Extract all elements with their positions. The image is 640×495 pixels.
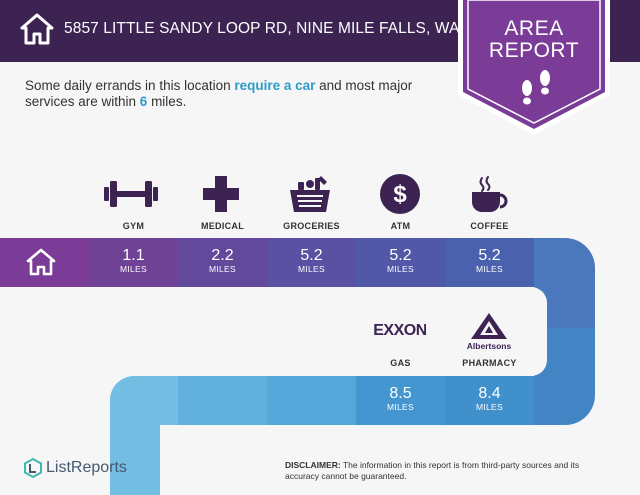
distance-unit: MILES [297,264,325,274]
svg-text:$: $ [393,181,407,208]
disclaimer: DISCLAIMER: The information in this repo… [285,460,615,482]
intro-text-3: miles. [147,94,187,109]
intro-summary: Some daily errands in this location requ… [25,78,445,110]
property-address: 5857 LITTLE SANDY LOOP RD, NINE MILE FAL… [64,20,512,37]
distance-pharmacy: 8.4 MILES [445,385,534,412]
disclaimer-label: DISCLAIMER: [285,460,341,470]
distance-medical: 2.2 MILES [178,247,267,274]
distance-value: 5.2 [300,247,323,264]
distance-value: 5.2 [478,247,501,264]
distance-groceries: 5.2 MILES [267,247,356,274]
distance-unit: MILES [386,264,414,274]
distance-coffee: 5.2 MILES [445,247,534,274]
category-label-gas: GAS [390,358,411,368]
listreports-logo: ListReports [24,458,154,480]
distance-unit: MILES [475,264,503,274]
dollar-coin-icon: $ [380,174,420,214]
distance-value: 1.1 [122,247,145,264]
footprints-icon [522,70,550,105]
distance-value: 8.5 [389,385,412,402]
house-icon [20,13,54,45]
category-label-gym: GYM [122,221,145,231]
badge-title-line2: REPORT [488,39,580,62]
home-start-icon [26,248,56,276]
medical-cross-icon [203,176,239,212]
badge-title-line1: AREA [504,17,564,40]
disclaimer-text: The information in this report is from t… [285,460,580,481]
intro-highlight-car: require a car [234,78,316,93]
category-label-groceries: GROCERIES [283,221,340,231]
albertsons-brand-text: Albertsons [467,341,512,351]
badge-title: AREA REPORT [458,18,610,62]
distance-unit: MILES [386,402,414,412]
distance-value: 5.2 [389,247,412,264]
listreports-logo-icon [24,458,42,478]
dumbbell-icon [104,181,158,207]
distance-value: 8.4 [478,385,501,402]
category-label-coffee: COFFEE [470,221,509,231]
distance-value: 2.2 [211,247,234,264]
grocery-basket-icon [290,176,330,212]
distance-gas: 8.5 MILES [356,385,445,412]
distance-atm: 5.2 MILES [356,247,445,274]
intro-highlight-miles: 6 [139,94,148,109]
distance-unit: MILES [119,264,147,274]
distance-gym: 1.1 MILES [89,247,178,274]
area-report-badge [458,0,610,135]
category-label-atm: ATM [390,221,411,231]
listreports-logo-text: ListReports [46,459,127,476]
albertsons-logo: Albertsons [467,313,512,351]
coffee-cup-icon [472,176,508,212]
category-label-medical: MEDICAL [200,221,245,231]
intro-text-1: Some daily errands in this location [25,78,235,93]
exxon-logo: EXXON [374,322,426,338]
intro-text-2: and most major services are within [25,78,413,109]
category-label-pharmacy: PHARMACY [462,358,517,368]
distance-unit: MILES [475,402,503,412]
distance-unit: MILES [208,264,236,274]
exxon-brand-text: EXXON [374,322,426,338]
